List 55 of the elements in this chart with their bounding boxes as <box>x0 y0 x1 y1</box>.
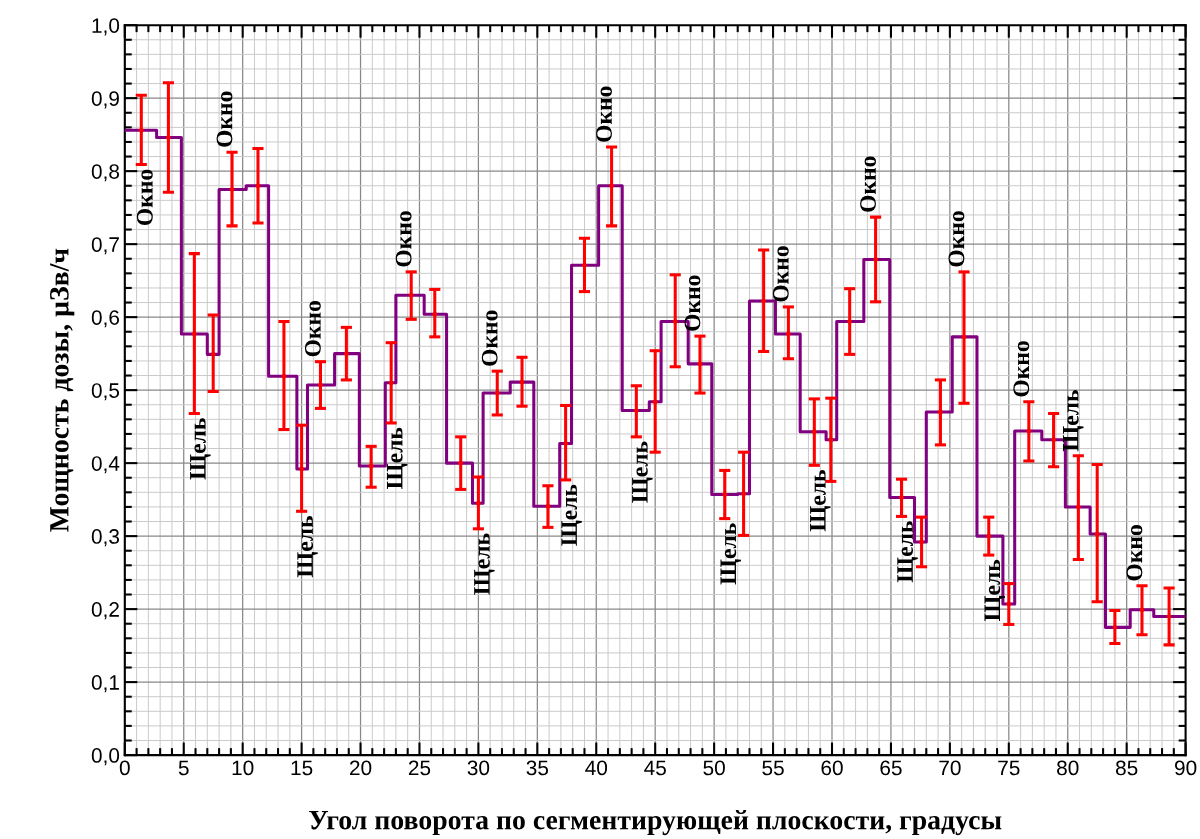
x-tick-label: 10 <box>232 760 254 776</box>
y-tick-label: 0,9 <box>91 91 119 109</box>
x-tick-label: 85 <box>1115 760 1138 776</box>
annotation: Щель <box>561 484 582 546</box>
annotation: Щель <box>984 559 1006 622</box>
x-tick-label: 35 <box>526 760 549 776</box>
annotation: Щель <box>720 523 741 585</box>
annotation: Окно <box>304 301 321 357</box>
x-tick-label: 75 <box>998 760 1020 776</box>
x-axis-title: Угол поворота по сегментирующей плоскости, градусы <box>309 810 1002 836</box>
annotation: Окно <box>860 156 876 212</box>
y-tick-label: 0,5 <box>91 383 120 401</box>
annotation: Щель <box>632 441 653 503</box>
annotation: Окно <box>216 91 233 147</box>
annotation: Щель <box>386 427 408 489</box>
y-tick-label: 0,3 <box>91 529 120 547</box>
y-tick-label: 0,6 <box>91 310 120 328</box>
annotation: Окно <box>136 169 153 225</box>
x-tick-label: 45 <box>644 760 666 776</box>
x-tick-label: 55 <box>762 760 784 776</box>
annotation: Окно <box>772 246 789 302</box>
x-tick-label: 60 <box>821 760 843 776</box>
x-tick-label: 25 <box>408 760 431 776</box>
annotation: Окно <box>1126 525 1143 581</box>
y-tick-label: 1,0 <box>92 18 120 36</box>
x-tick-label: 20 <box>350 760 372 776</box>
annotation: Окно <box>948 211 965 267</box>
x-tick-label: 0 <box>119 760 130 776</box>
x-tick-label: 65 <box>880 760 902 776</box>
annotation: Окно <box>481 310 498 366</box>
y-tick-label: 0,8 <box>91 164 120 182</box>
x-tick-label: 90 <box>1174 760 1197 776</box>
annotation: Щель <box>810 470 831 532</box>
x-tick-label: 70 <box>939 760 961 776</box>
annotation: Окно <box>1013 341 1030 397</box>
x-tick-label: 15 <box>291 760 313 776</box>
x-tick-label: 80 <box>1057 760 1079 776</box>
x-tick-label: 50 <box>703 760 725 776</box>
y-tick-label: 0,1 <box>91 675 119 693</box>
y-tick-label: 0,2 <box>91 602 119 620</box>
annotation: Щель <box>897 521 918 583</box>
y-tick-label: 0,7 <box>91 237 119 255</box>
x-tick-label: 5 <box>178 760 189 776</box>
y-axis-title: Мощность дозы, µЗв/ч <box>50 248 75 532</box>
annotation: Окно <box>684 275 701 331</box>
annotation: Щель <box>474 533 495 595</box>
annotation: Щель <box>297 516 318 578</box>
annotation: Щель <box>1062 390 1084 452</box>
y-tick-label: 0,0 <box>91 748 120 766</box>
annotation: Щель <box>190 418 211 480</box>
x-tick-label: 40 <box>585 760 608 776</box>
x-tick-label: 30 <box>467 760 490 776</box>
y-tick-label: 0,4 <box>91 456 120 474</box>
annotation: Окно <box>596 86 612 142</box>
annotation: Окно <box>395 211 412 267</box>
